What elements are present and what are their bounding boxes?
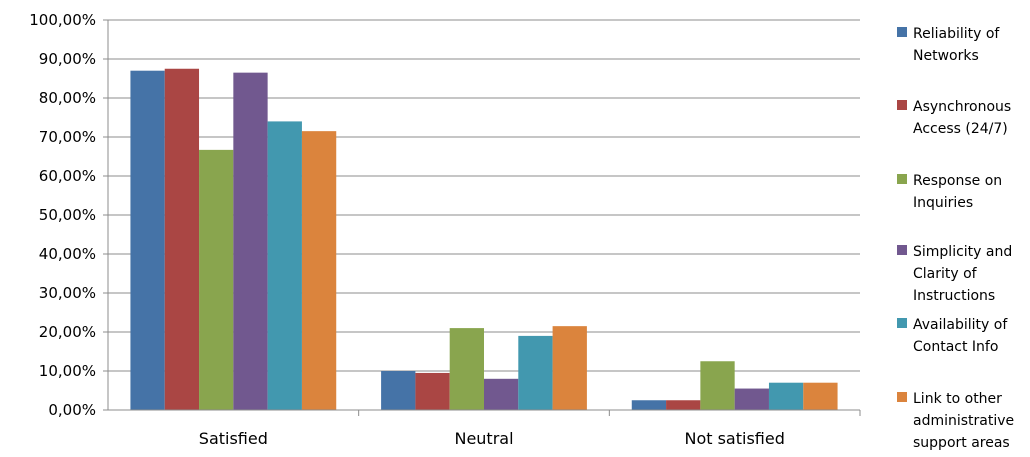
legend-label: support areas bbox=[913, 435, 1010, 451]
legend-swatch bbox=[897, 174, 907, 184]
legend-swatch bbox=[897, 27, 907, 37]
bar-satisfied-4 bbox=[233, 72, 268, 411]
legend-label: administrative bbox=[913, 413, 1014, 429]
y-tick-label: 20,00% bbox=[39, 323, 96, 341]
bar-not-satisfied-5 bbox=[768, 382, 804, 410]
bar-neutral-5 bbox=[518, 335, 553, 410]
y-tick-label: 0,00% bbox=[48, 401, 96, 419]
legend-label: Inquiries bbox=[913, 195, 973, 211]
bar-satisfied-5 bbox=[267, 121, 302, 411]
bar-neutral-4 bbox=[484, 378, 519, 410]
legend-label: Asynchronous bbox=[913, 99, 1011, 115]
y-tick-label: 50,00% bbox=[39, 206, 96, 224]
y-tick-label: 70,00% bbox=[39, 128, 96, 146]
legend-label: Simplicity and bbox=[913, 244, 1012, 260]
legend-layer: Reliability of Networks Asynchronous Access… bbox=[897, 26, 1014, 451]
x-category-label: Not satisfied bbox=[684, 429, 784, 448]
y-tick-label: 10,00% bbox=[39, 362, 96, 380]
y-tick-label: 30,00% bbox=[39, 284, 96, 302]
legend-label: Response on bbox=[913, 173, 1002, 189]
bar-not-satisfied-4 bbox=[734, 388, 769, 410]
legend-label: Networks bbox=[913, 48, 979, 64]
bar-neutral-6 bbox=[552, 326, 587, 410]
bar-neutral-3 bbox=[449, 328, 484, 410]
legend-swatch bbox=[897, 392, 907, 402]
bar-not-satisfied-1 bbox=[631, 400, 667, 410]
legend-label: Access (24/7) bbox=[913, 121, 1008, 137]
bar-satisfied-2 bbox=[164, 68, 200, 410]
bars-layer bbox=[130, 68, 838, 411]
bar-satisfied-6 bbox=[301, 131, 337, 410]
y-tick-label: 40,00% bbox=[39, 245, 96, 263]
legend-swatch bbox=[897, 318, 907, 328]
bar-neutral-2 bbox=[415, 372, 450, 410]
legend-label: Reliability of bbox=[913, 26, 1000, 42]
x-category-label: Neutral bbox=[454, 429, 513, 448]
x-category-label: Satisfied bbox=[199, 429, 268, 448]
bar-neutral-1 bbox=[381, 371, 416, 410]
bar-not-satisfied-2 bbox=[666, 400, 701, 410]
bar-not-satisfied-6 bbox=[803, 382, 838, 410]
legend-label: Availability of bbox=[913, 317, 1008, 333]
bar-satisfied-3 bbox=[199, 149, 234, 410]
bar-satisfied-1 bbox=[130, 70, 165, 410]
bar-not-satisfied-3 bbox=[700, 361, 735, 410]
y-tick-label: 60,00% bbox=[39, 167, 96, 185]
axis-layer: 0,00% 10,00% 20,00% 30,00% 40,00% 50,00% 60,00… bbox=[29, 11, 861, 448]
y-tick-label: 80,00% bbox=[39, 89, 96, 107]
legend-label: Link to other bbox=[913, 391, 1002, 407]
legend-swatch bbox=[897, 245, 907, 255]
legend-label: Clarity of bbox=[913, 266, 978, 282]
y-tick-label: 100,00% bbox=[29, 11, 96, 29]
legend-label: Contact Info bbox=[913, 339, 998, 355]
legend-label: Instructions bbox=[913, 288, 995, 304]
y-tick-label: 90,00% bbox=[39, 50, 96, 68]
legend-swatch bbox=[897, 100, 907, 110]
